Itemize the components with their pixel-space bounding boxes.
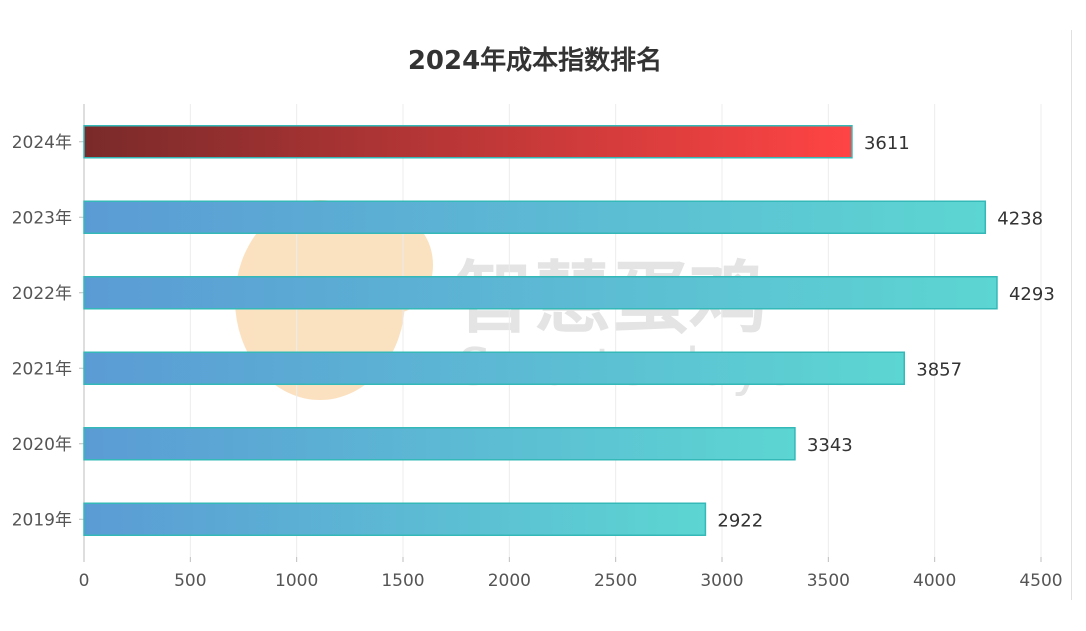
x-tick-label: 1500: [381, 571, 424, 591]
y-tick-label: 2024年: [12, 133, 72, 153]
x-tick-label: 500: [174, 571, 206, 591]
y-tick-label: 2020年: [12, 435, 72, 455]
bar-2019年: [83, 502, 707, 536]
x-tick-label: 2500: [594, 571, 637, 591]
x-tick-label: 3000: [700, 571, 743, 591]
labels: 0 500 1000 1500 2000 2500 3000 3500 4000 4500 2024…: [12, 133, 1063, 591]
bar-2023年: [83, 200, 987, 234]
data-label: 3343: [807, 435, 853, 456]
x-tick-label: 4000: [913, 571, 956, 591]
x-tick-label: 3500: [807, 571, 850, 591]
grid: [79, 104, 1042, 562]
bar-2021年: [83, 351, 906, 385]
x-tick-label: 4500: [1019, 571, 1062, 591]
data-label: 3611: [864, 133, 910, 154]
x-tick-label: 0: [79, 571, 90, 591]
x-tick-label: 2000: [488, 571, 531, 591]
y-tick-label: 2019年: [12, 510, 72, 530]
y-tick-label: 2022年: [12, 284, 72, 304]
data-label: 4238: [997, 208, 1043, 229]
y-tick-label: 2023年: [12, 208, 72, 228]
data-label: 3857: [916, 359, 962, 380]
x-tick-label: 1000: [275, 571, 318, 591]
chart-title: 2024年成本指数排名: [407, 46, 663, 76]
bar-2024年: [83, 125, 853, 159]
data-label: 4293: [1009, 284, 1055, 305]
data-label: 2922: [717, 510, 763, 531]
bar-2020年: [83, 427, 796, 461]
y-tick-label: 2021年: [12, 359, 72, 379]
bars: [83, 125, 998, 536]
bar-2022年: [83, 276, 998, 310]
frame-edge: [1071, 30, 1072, 600]
